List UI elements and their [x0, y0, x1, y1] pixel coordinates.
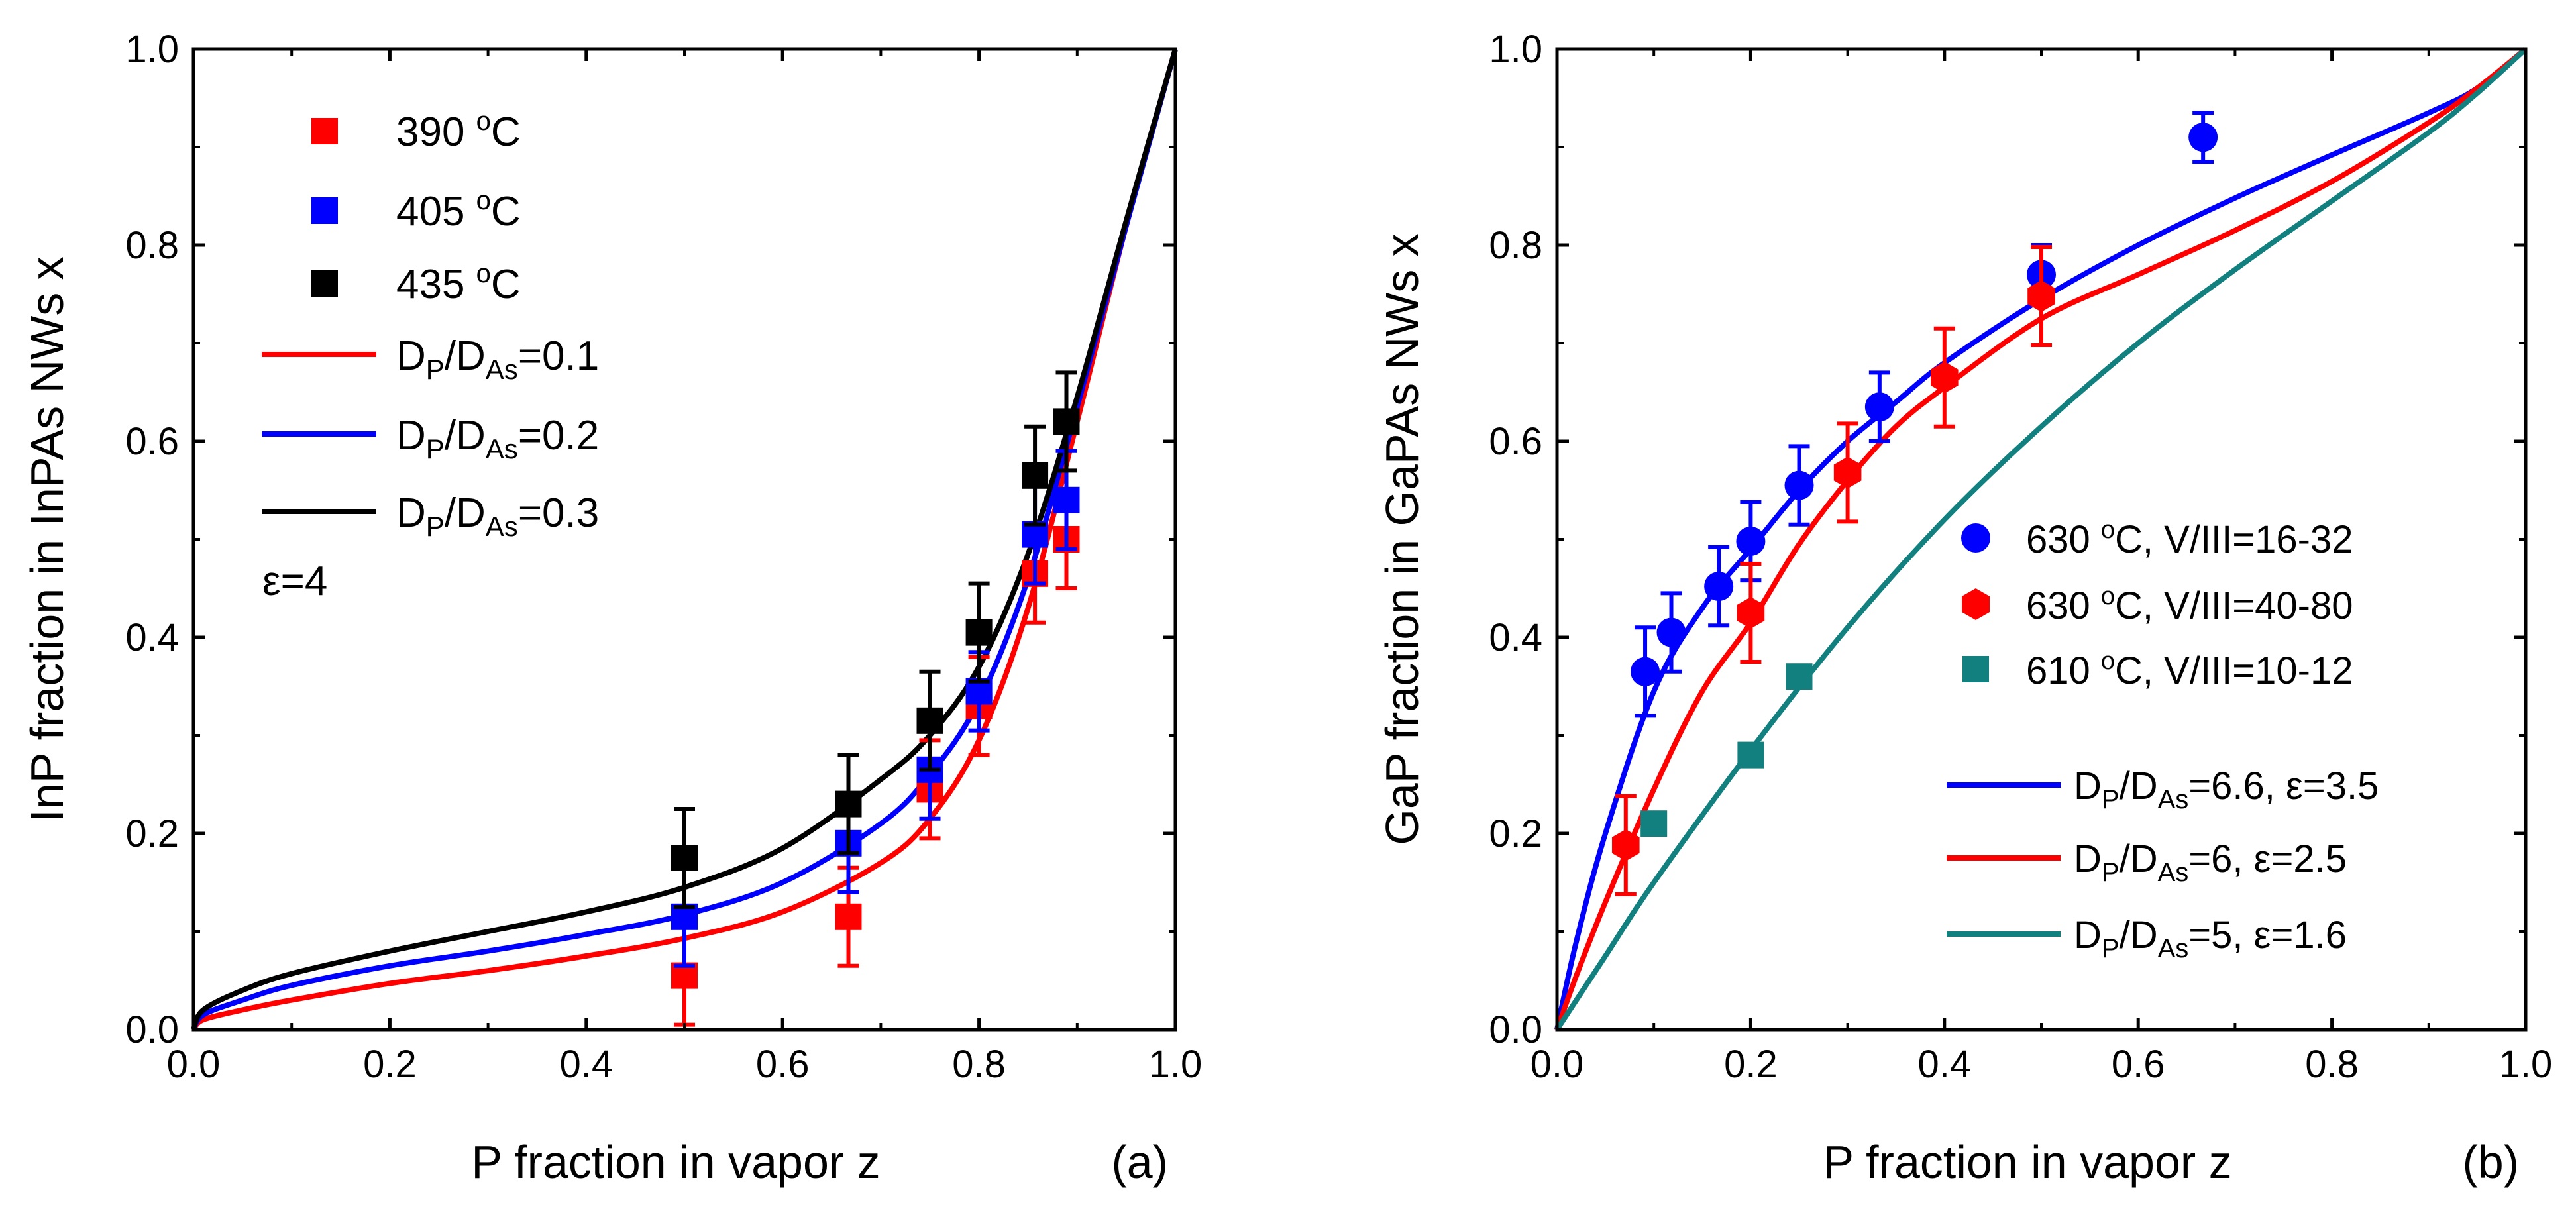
legend-label-630-16-32: 630 oC, V/III=16-32	[2026, 516, 2353, 561]
data-point	[1737, 741, 1764, 768]
legend-marker-435	[311, 270, 338, 297]
y-tick-label: 1.0	[125, 28, 179, 71]
legend-label-630-40-80: 630 oC, V/III=40-80	[2026, 582, 2353, 627]
model-curve	[191, 48, 1178, 1031]
data-point	[1736, 526, 1766, 556]
y-tick-label: 0.4	[125, 616, 179, 659]
x-tick-label: 0.0	[1530, 1043, 1584, 1086]
panel-a-label: (a)	[1111, 1136, 1168, 1188]
x-tick-label: 0.6	[2112, 1043, 2165, 1086]
data-point	[1864, 392, 1894, 422]
panel-a-ticks: 0.0 0.2 0.4 0.6 0.8 1.0 0.0 0.2 0.4 0.6 0.8 1.0	[125, 28, 1202, 1086]
x-tick-label: 0.4	[1917, 1043, 1971, 1086]
data-point	[835, 903, 862, 930]
x-tick-label: 0.2	[1724, 1043, 1778, 1086]
panel-b-legend: 630 oC, V/III=16-32 630 oC, V/III=40-80 …	[1947, 516, 2379, 963]
legend-marker-630-16-32	[1961, 523, 1990, 553]
y-tick-label: 0.2	[1489, 812, 1542, 855]
panel-a-plot-area	[191, 48, 1178, 1032]
panel-b-plot-area	[1554, 46, 2528, 1032]
legend-label-dp-0.3: DP/DAs=0.3	[396, 490, 599, 542]
data-point	[2027, 280, 2055, 312]
x-tick-label: 0.2	[363, 1043, 417, 1086]
panel-a-ylabel: InP fraction in InPAs NWs x	[21, 256, 73, 822]
y-tick-label: 0.0	[1489, 1008, 1542, 1051]
data-point	[1931, 361, 1959, 394]
data-point	[1656, 617, 1686, 647]
data-point	[916, 707, 943, 734]
y-tick-label: 0.0	[125, 1008, 179, 1051]
panel-b-label: (b)	[2462, 1136, 2519, 1188]
x-tick-label: 0.6	[756, 1043, 810, 1086]
data-point	[1022, 462, 1049, 489]
y-tick-label: 0.4	[1489, 616, 1542, 659]
data-point	[1737, 597, 1765, 629]
legend-marker-610	[1962, 656, 1989, 682]
y-tick-label: 0.8	[125, 224, 179, 267]
panel-b: 0.0 0.2 0.4 0.6 0.8 1.0 0.0 0.2 0.4 0.6 0.8 1.0 P f…	[1376, 28, 2552, 1188]
data-point	[1053, 486, 1080, 513]
x-tick-label: 1.0	[1149, 1043, 1203, 1086]
legend-label-dp-5: DP/DAs=5, ε=1.6	[2074, 914, 2347, 963]
y-tick-label: 1.0	[1489, 28, 1542, 71]
x-tick-label: 0.0	[167, 1043, 221, 1086]
panel-b-ylabel: GaP fraction in GaPAs NWs x	[1376, 233, 1428, 845]
data-point	[1704, 572, 1734, 602]
data-point	[1640, 810, 1668, 837]
data-point	[835, 790, 862, 818]
x-tick-label: 1.0	[2499, 1043, 2553, 1086]
data-point	[1833, 456, 1862, 489]
legend-label-dp-6.6: DP/DAs=6.6, ε=3.5	[2074, 765, 2379, 814]
data-point	[1784, 470, 1814, 500]
legend-label-dp-0.1: DP/DAs=0.1	[396, 333, 599, 385]
data-point	[1612, 829, 1640, 861]
legend-label-405: 405 oC	[396, 186, 521, 235]
legend-marker-630-40-80	[1962, 588, 1990, 620]
legend-label-dp-6: DP/DAs=6, ε=2.5	[2074, 837, 2347, 887]
legend-label-dp-0.2: DP/DAs=0.2	[396, 413, 599, 464]
panel-a-legend: 390 oC 405 oC 435 oC DP/DAs=0.1 DP/DAs=0…	[262, 107, 599, 604]
legend-label-610: 610 oC, V/III=10-12	[2026, 647, 2353, 692]
model-curve	[1554, 47, 2528, 1032]
data-point	[1053, 408, 1080, 435]
legend-marker-390	[311, 118, 338, 144]
model-curve	[191, 48, 1178, 1032]
data-point	[1631, 657, 1660, 686]
legend-label-390: 390 oC	[396, 107, 521, 155]
y-tick-label: 0.2	[125, 812, 179, 855]
y-tick-label: 0.6	[125, 420, 179, 463]
model-curve	[1554, 46, 2528, 1030]
data-point	[1786, 663, 1813, 690]
data-point	[965, 619, 993, 646]
panel-a-xlabel: P fraction in vapor z	[471, 1136, 880, 1188]
data-point	[2188, 123, 2218, 152]
data-point	[671, 845, 698, 871]
x-tick-label: 0.8	[952, 1043, 1006, 1086]
panel-a: 0.0 0.2 0.4 0.6 0.8 1.0 0.0 0.2 0.4 0.6 0.8 1.0 P f…	[21, 28, 1202, 1188]
panel-a-epsilon-note: ε=4	[262, 558, 327, 604]
y-tick-label: 0.8	[1489, 224, 1542, 267]
x-tick-label: 0.4	[559, 1043, 613, 1086]
legend-marker-405	[311, 197, 338, 224]
x-tick-label: 0.8	[2305, 1043, 2359, 1086]
legend-label-435: 435 oC	[396, 259, 521, 307]
panel-b-xlabel: P fraction in vapor z	[1823, 1136, 2231, 1188]
panel-b-ticks: 0.0 0.2 0.4 0.6 0.8 1.0 0.0 0.2 0.4 0.6 0.8 1.0	[1489, 28, 2552, 1086]
y-tick-label: 0.6	[1489, 420, 1542, 463]
